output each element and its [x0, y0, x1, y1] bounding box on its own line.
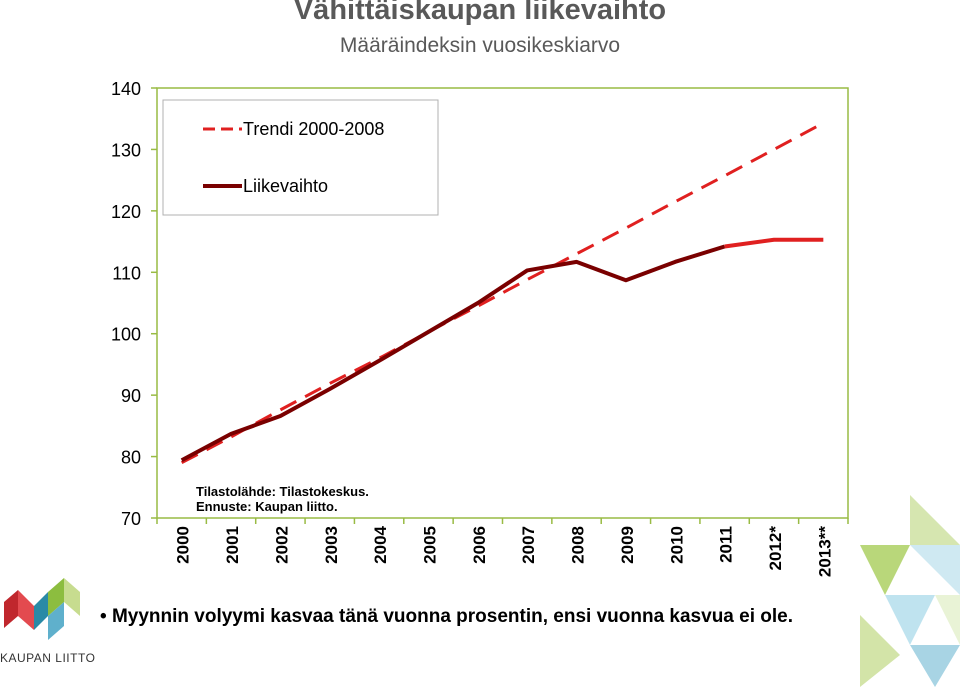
x-tick-label: 2006 — [470, 526, 489, 564]
liikevaihto-series-line — [180, 244, 726, 463]
y-tick-label: 130 — [111, 140, 141, 160]
kaupan-liitto-logo-icon — [4, 578, 80, 640]
summary-bullet: • Myynnin volyymi kasvaa tänä vuonna pro… — [100, 606, 793, 627]
x-tick-label: 2003 — [322, 526, 341, 564]
x-tick-label: 2000 — [174, 526, 193, 564]
summary-text: Myynnin volyymi kasvaa tänä vuonna prose… — [111, 606, 793, 627]
y-tick-label: 120 — [111, 202, 141, 222]
logo-text: KAUPAN LIITTO — [0, 651, 96, 665]
trend-series-line — [180, 121, 825, 465]
legend-trend-label: Trendi 2000-2008 — [243, 119, 384, 139]
source-annotation: Tilastolähde: Tilastokeskus. — [196, 484, 369, 499]
y-tick-label: 110 — [112, 263, 141, 283]
line-chart: 70 80 90 100 110 120 130 140 2000 2001 2002 2003 200… — [111, 79, 849, 577]
chart-subtitle: Määräindeksin vuosikeskiarvo — [339, 34, 621, 57]
x-tick-label: 2004 — [371, 525, 390, 563]
legend-box — [162, 99, 439, 216]
x-tick-label: 2007 — [519, 526, 538, 564]
chart-title: Vähittäiskaupan liikevaihto — [293, 0, 667, 26]
x-tick-label: 2011 — [717, 526, 736, 563]
x-tick-label: 2012* — [766, 526, 785, 571]
x-tick-label: 2009 — [618, 526, 637, 564]
legend-actual-label: Liikevaihto — [243, 176, 328, 196]
liikevaihto-forecast-line — [724, 237, 824, 249]
y-tick-label: 70 — [121, 509, 141, 529]
y-tick-label: 90 — [121, 386, 141, 406]
y-tick-label: 100 — [111, 325, 141, 345]
x-tick-label: 2013** — [815, 526, 834, 577]
y-tick-label: 140 — [111, 79, 141, 99]
y-tick-label: 80 — [121, 448, 141, 468]
decorative-triangles-icon — [860, 495, 960, 687]
x-tick-label: 2010 — [667, 526, 686, 564]
x-tick-label: 2008 — [569, 526, 588, 564]
x-tick-label: 2002 — [272, 526, 291, 564]
source-annotation: Ennuste: Kaupan liitto. — [196, 499, 338, 514]
x-tick-label: 2001 — [223, 526, 242, 564]
x-tick-label: 2005 — [420, 526, 439, 564]
